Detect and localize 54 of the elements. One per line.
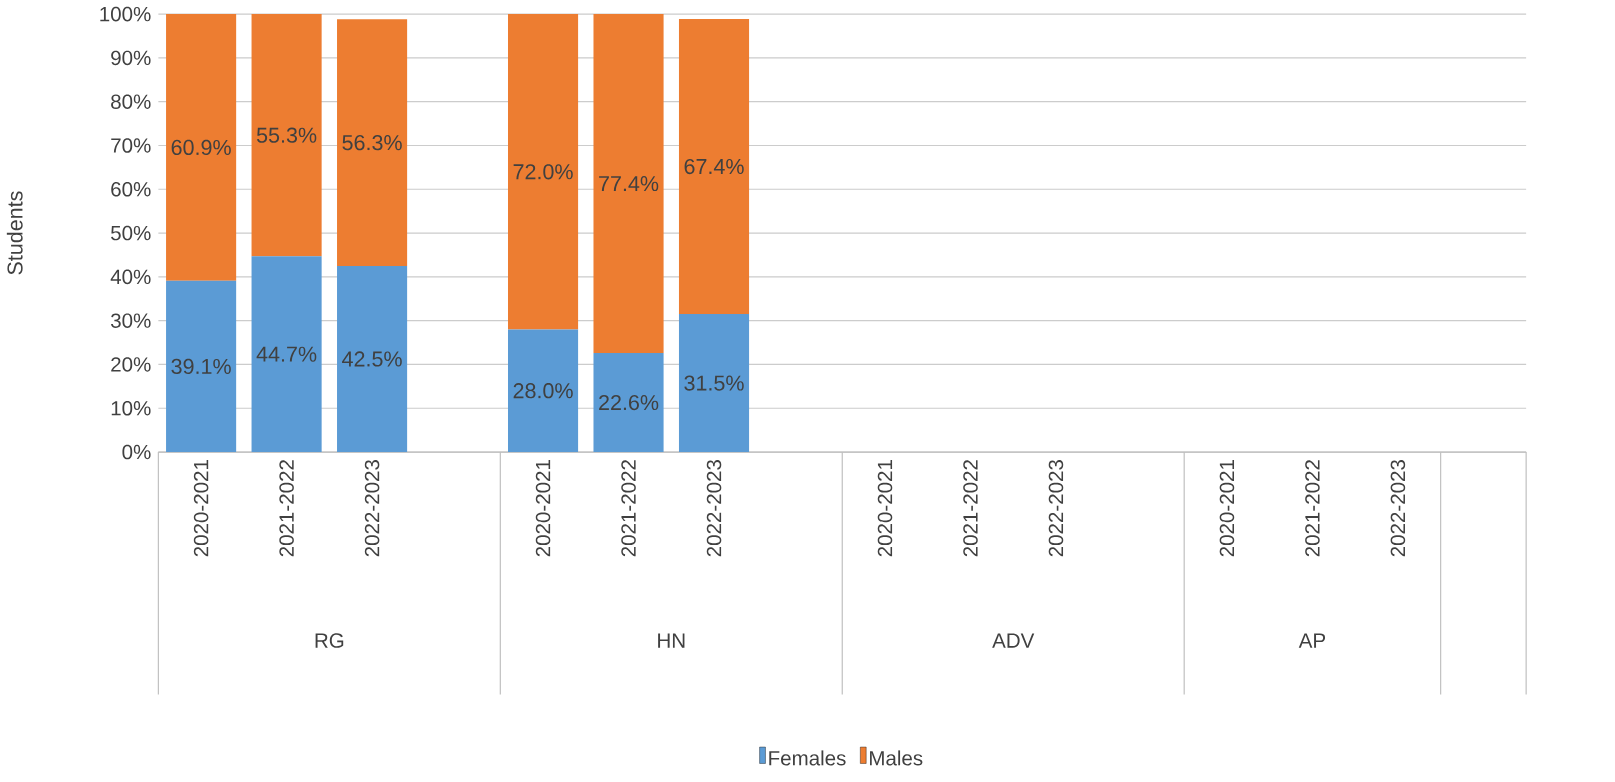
data-label: 22.6% [599,394,659,411]
bar [337,265,408,453]
bar [508,14,579,330]
legend-label: Males [870,750,923,766]
y-axis-title: Students [6,191,23,275]
x-tick-label: 2020-2021 [1219,460,1235,557]
bar [166,280,237,453]
x-tick-label: 2020-2021 [535,460,551,557]
data-label: 56.3% [342,135,402,151]
bar [251,256,322,453]
text: AP [1298,633,1326,648]
bar [166,14,237,281]
data-label: 72.0% [513,164,573,180]
x-tick-label: 2022-2023 [706,460,722,557]
data-label: 44.7% [256,346,317,362]
x-tick-label: 2022-2023 [1048,460,1064,557]
text: HN [658,633,685,648]
bar [678,18,750,315]
x-tick-label: 2021-2022 [279,460,294,557]
data-label: 60.9% [171,139,231,156]
x-tick-label: 2022-2023 [364,460,380,557]
x-tick-label: 2020-2021 [877,460,893,557]
y-tick-label: 90% [111,50,151,66]
y-tick-label: 20% [111,357,151,372]
data-label: 77.4% [599,176,659,192]
data-label: 31.5% [684,375,744,391]
bar [678,314,750,453]
bar [251,14,322,257]
x-tick-label: 2020-2021 [193,460,209,557]
data-label: 55.3% [256,127,317,143]
y-tick-label: 40% [110,269,151,285]
legend-label: Females [769,750,846,766]
y-tick-label: 100% [100,6,151,22]
data-label: 42.5% [342,351,402,367]
text: RG [315,633,344,648]
y-tick-label: 50% [111,225,151,241]
x-tick-label: 2021-2022 [1305,460,1320,557]
bar [337,19,408,266]
y-tick-label: 80% [111,94,151,109]
x-tick-label: 2021-2022 [621,460,636,557]
data-label: 39.1% [171,358,231,375]
data-label: 28.0% [513,383,573,399]
y-tick-label: 70% [111,138,151,153]
y-tick-label: 60% [111,182,151,197]
y-tick-label: 10% [111,400,151,416]
x-tick-label: 2022-2023 [1390,460,1406,557]
y-tick-label: 0% [122,444,151,460]
data-label: 67.4% [684,158,744,175]
bar [593,14,664,354]
bar [593,353,664,453]
bar [508,329,579,453]
y-tick-label: 30% [110,313,151,328]
text: ADV [992,633,1035,648]
x-tick-label: 2021-2022 [963,460,978,557]
